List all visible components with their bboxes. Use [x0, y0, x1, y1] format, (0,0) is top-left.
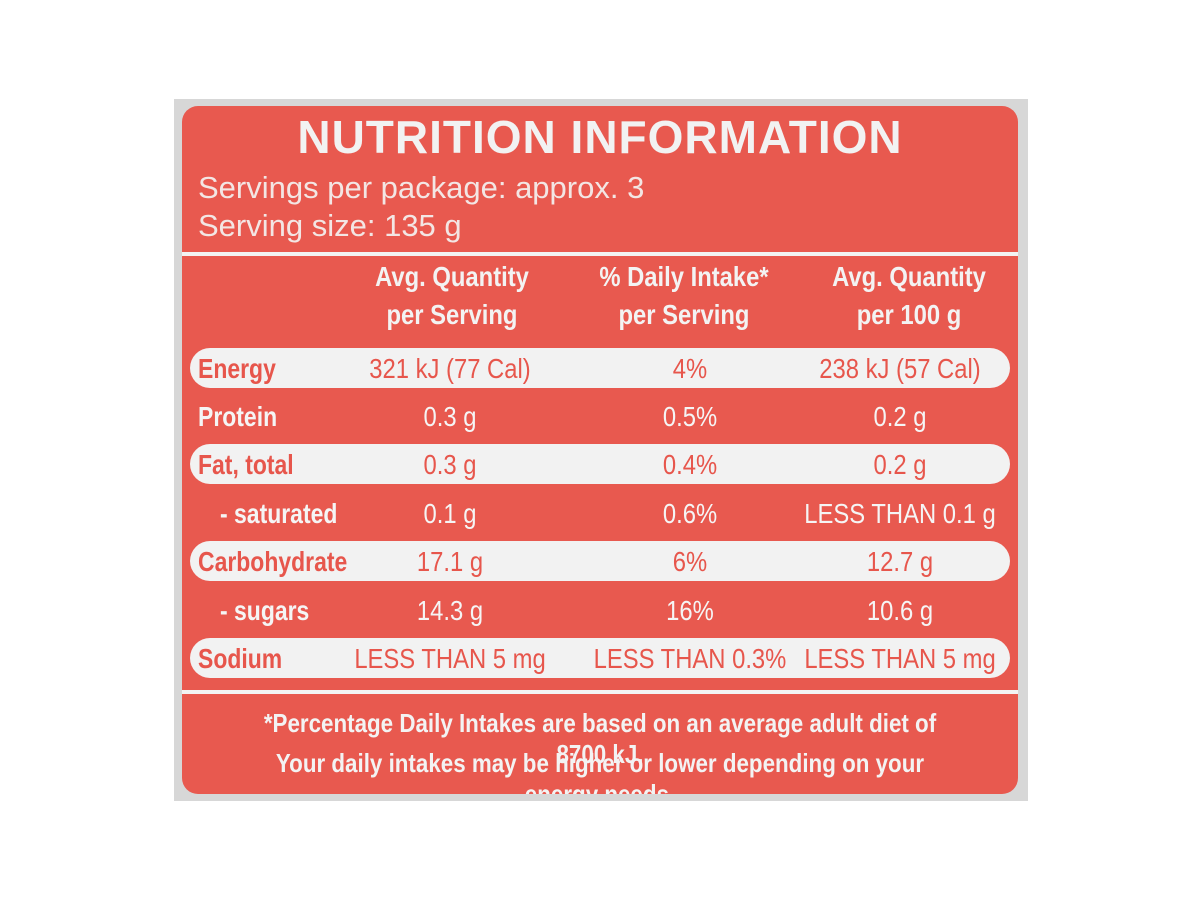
panel-title: NUTRITION INFORMATION: [297, 111, 903, 163]
column-header-per-serving: Avg. Quantity per Serving: [375, 261, 529, 330]
daily-intake-value: 0.4%: [662, 449, 718, 480]
nutrient-name: - sugars: [220, 595, 310, 626]
per-serving-value: 321 kJ (77 Cal): [369, 353, 531, 384]
nutrient-name: - saturated: [220, 498, 338, 529]
per-100g-value: 10.6 g: [866, 595, 934, 626]
per-serving-value: 0.1 g: [423, 498, 477, 529]
per-serving-value: 0.3 g: [423, 401, 477, 432]
per-100g-value: LESS THAN 5 mg: [804, 643, 996, 674]
table-row: Protein 0.3 g 0.5% 0.2 g: [190, 396, 1010, 436]
footnote-line-1: *Percentage Daily Intakes are based on a…: [263, 708, 937, 769]
table-row: Carbohydrate 17.1 g 6% 12.7 g: [190, 541, 1010, 581]
divider-top: [182, 252, 1018, 256]
daily-intake-value: 6%: [672, 546, 708, 577]
table-row: - sugars 14.3 g 16% 10.6 g: [190, 590, 1010, 630]
table-row: - saturated 0.1 g 0.6% LESS THAN 0.1 g: [190, 493, 1010, 533]
nutrient-name: Energy: [198, 353, 276, 384]
table-row: Sodium LESS THAN 5 mg LESS THAN 0.3% LES…: [190, 638, 1010, 678]
per-100g-value: 0.2 g: [873, 401, 927, 432]
daily-intake-value: 4%: [672, 353, 708, 384]
per-serving-value: 14.3 g: [416, 595, 484, 626]
daily-intake-value: LESS THAN 0.3%: [593, 643, 787, 674]
daily-intake-value: 16%: [666, 595, 714, 626]
per-100g-value: 238 kJ (57 Cal): [819, 353, 981, 384]
daily-intake-value: 0.5%: [662, 401, 718, 432]
table-row: Energy 321 kJ (77 Cal) 4% 238 kJ (57 Cal…: [190, 348, 1010, 388]
per-serving-value: LESS THAN 5 mg: [354, 643, 546, 674]
divider-bottom: [182, 690, 1018, 694]
daily-intake-value: 0.6%: [662, 498, 718, 529]
nutrition-panel: NUTRITION INFORMATION Servings per packa…: [182, 106, 1018, 794]
nutrient-name: Fat, total: [198, 449, 294, 480]
per-serving-value: 17.1 g: [416, 546, 484, 577]
per-100g-value: 0.2 g: [873, 449, 927, 480]
nutrient-name: Sodium: [198, 643, 283, 674]
servings-per-package: Servings per package: approx. 3: [198, 170, 645, 205]
footnote-line-2: Your daily intakes may be higher or lowe…: [275, 748, 925, 794]
column-header-per-100g: Avg. Quantity per 100 g: [832, 261, 986, 330]
column-header-daily-intake: % Daily Intake* per Serving: [599, 261, 769, 330]
per-100g-value: LESS THAN 0.1 g: [804, 498, 996, 529]
nutrient-name: Protein: [198, 401, 278, 432]
per-serving-value: 0.3 g: [423, 449, 477, 480]
table-row: Fat, total 0.3 g 0.4% 0.2 g: [190, 444, 1010, 484]
serving-size: Serving size: 135 g: [198, 208, 462, 243]
per-100g-value: 12.7 g: [866, 546, 934, 577]
nutrient-name: Carbohydrate: [198, 546, 348, 577]
